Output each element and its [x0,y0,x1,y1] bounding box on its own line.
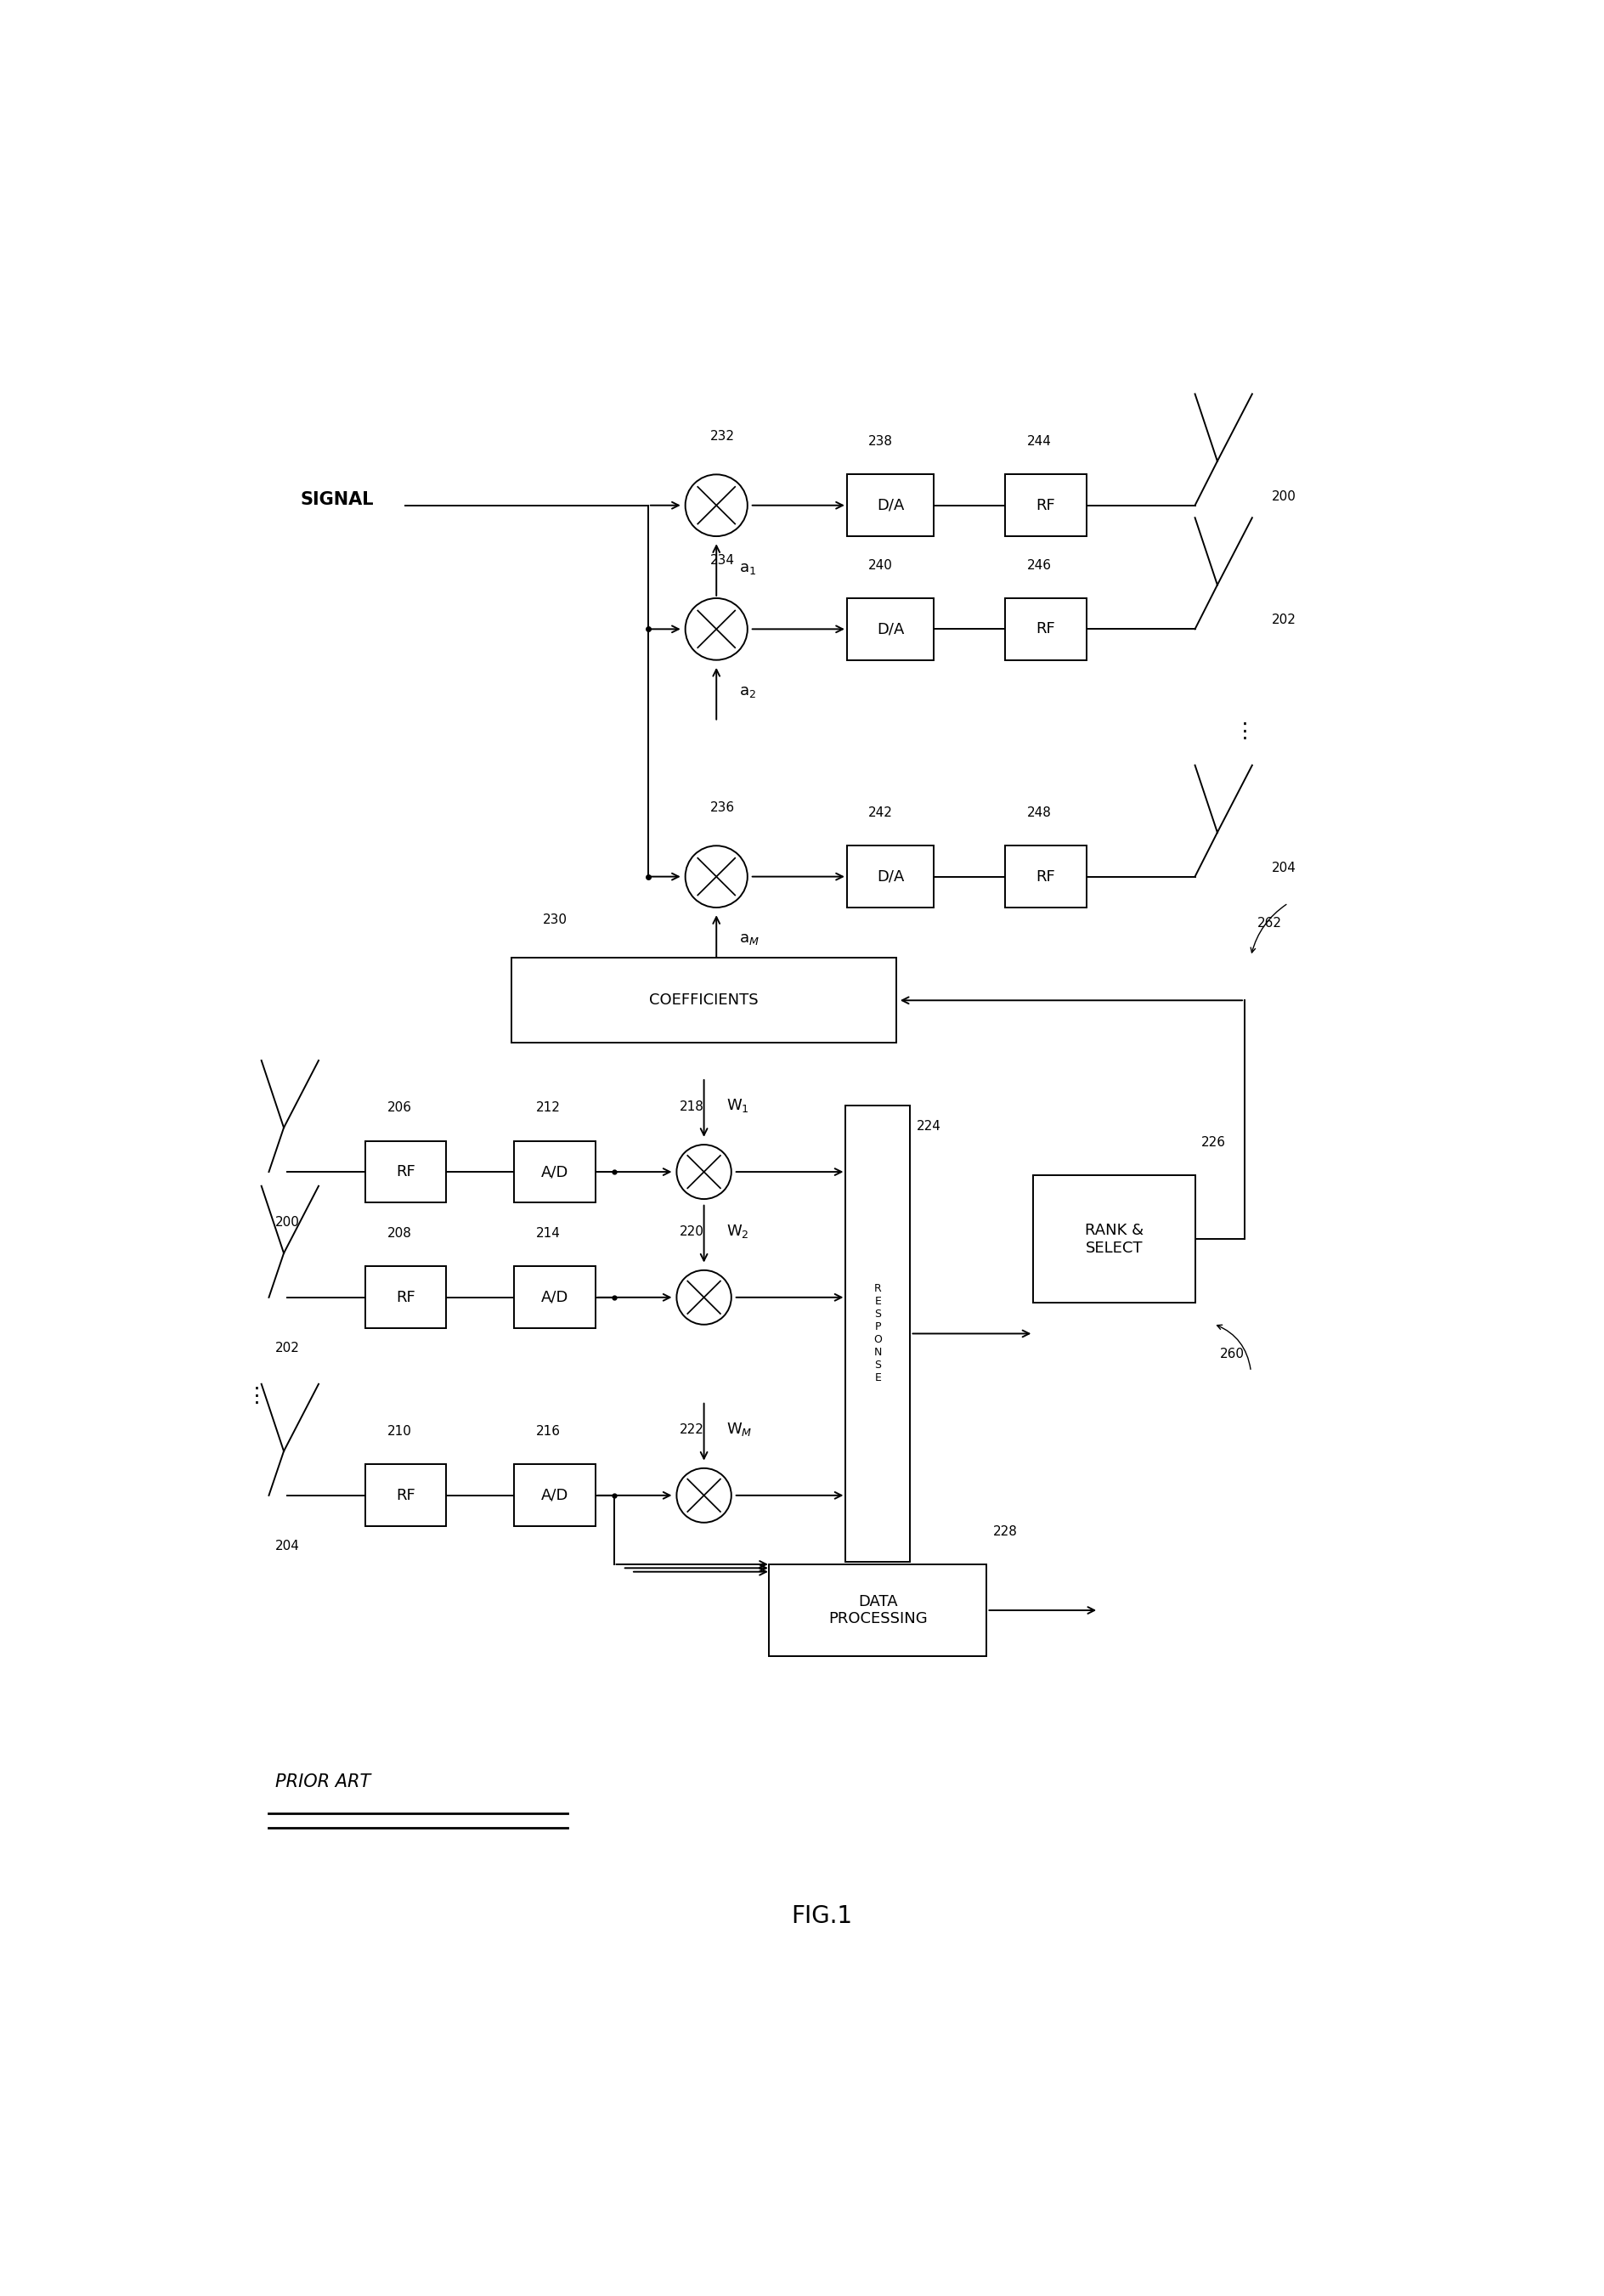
Text: 244: 244 [1027,436,1052,448]
Text: 202: 202 [276,1341,300,1355]
Text: SIGNAL: SIGNAL [300,491,374,507]
Text: D/A: D/A [877,868,905,884]
FancyBboxPatch shape [366,1267,446,1329]
Text: 226: 226 [1201,1137,1225,1148]
Text: 212: 212 [536,1102,561,1114]
Text: 242: 242 [868,806,893,820]
Text: 200: 200 [1272,489,1296,503]
FancyBboxPatch shape [1006,475,1086,537]
Text: a$_M$: a$_M$ [739,932,759,946]
FancyBboxPatch shape [515,1267,595,1329]
Text: 228: 228 [993,1525,1017,1538]
Text: A/D: A/D [541,1290,568,1304]
FancyBboxPatch shape [512,957,897,1042]
FancyBboxPatch shape [770,1564,986,1655]
Text: ⋮: ⋮ [245,1387,266,1407]
Text: FIG.1: FIG.1 [791,1903,853,1929]
Text: 260: 260 [1221,1348,1245,1359]
Ellipse shape [677,1467,731,1522]
FancyBboxPatch shape [366,1465,446,1527]
Text: 234: 234 [711,553,735,567]
Text: 206: 206 [387,1102,412,1114]
Text: 210: 210 [387,1426,412,1437]
Ellipse shape [685,845,747,907]
FancyBboxPatch shape [845,1107,911,1561]
Text: RF: RF [396,1290,415,1304]
Text: RF: RF [396,1164,415,1180]
FancyBboxPatch shape [847,599,934,659]
Text: 224: 224 [916,1120,942,1132]
Text: D/A: D/A [877,622,905,636]
Text: D/A: D/A [877,498,905,512]
Text: 208: 208 [387,1226,412,1240]
Text: 222: 222 [678,1424,704,1437]
Text: 236: 236 [711,801,735,813]
Text: R
E
S
P
O
N
S
E: R E S P O N S E [874,1283,882,1384]
FancyBboxPatch shape [515,1141,595,1203]
Text: 220: 220 [678,1226,704,1238]
Text: A/D: A/D [541,1164,568,1180]
FancyBboxPatch shape [847,845,934,907]
Text: 218: 218 [678,1100,704,1114]
Text: COEFFICIENTS: COEFFICIENTS [650,992,759,1008]
FancyBboxPatch shape [1006,599,1086,659]
Text: ⋮: ⋮ [1233,721,1256,742]
Text: 204: 204 [1272,861,1296,875]
Text: 204: 204 [276,1541,300,1552]
Text: A/D: A/D [541,1488,568,1504]
Text: PRIOR ART: PRIOR ART [276,1773,371,1791]
Text: RF: RF [1036,622,1055,636]
Ellipse shape [685,475,747,537]
FancyBboxPatch shape [366,1141,446,1203]
FancyBboxPatch shape [1033,1176,1195,1302]
FancyBboxPatch shape [515,1465,595,1527]
FancyBboxPatch shape [847,475,934,537]
Text: 200: 200 [276,1217,300,1228]
Text: 248: 248 [1027,806,1052,820]
Text: 202: 202 [1272,613,1296,627]
Text: DATA
PROCESSING: DATA PROCESSING [828,1593,927,1628]
FancyBboxPatch shape [1006,845,1086,907]
Text: 246: 246 [1027,558,1052,572]
Text: a$_2$: a$_2$ [739,684,755,700]
Text: W$_M$: W$_M$ [727,1421,752,1437]
Text: 232: 232 [711,429,735,443]
Text: RF: RF [1036,498,1055,512]
Text: RF: RF [396,1488,415,1504]
Text: 230: 230 [542,914,566,925]
Text: W$_2$: W$_2$ [727,1224,749,1240]
Text: 238: 238 [868,436,893,448]
Text: RANK &
SELECT: RANK & SELECT [1084,1221,1144,1256]
Ellipse shape [677,1270,731,1325]
Text: W$_1$: W$_1$ [727,1097,749,1114]
Text: 262: 262 [1258,916,1282,930]
Text: RF: RF [1036,868,1055,884]
Ellipse shape [677,1146,731,1199]
Ellipse shape [685,599,747,659]
Text: 216: 216 [536,1426,561,1437]
Text: 240: 240 [868,558,893,572]
Text: a$_1$: a$_1$ [739,560,755,576]
Text: 214: 214 [536,1226,561,1240]
